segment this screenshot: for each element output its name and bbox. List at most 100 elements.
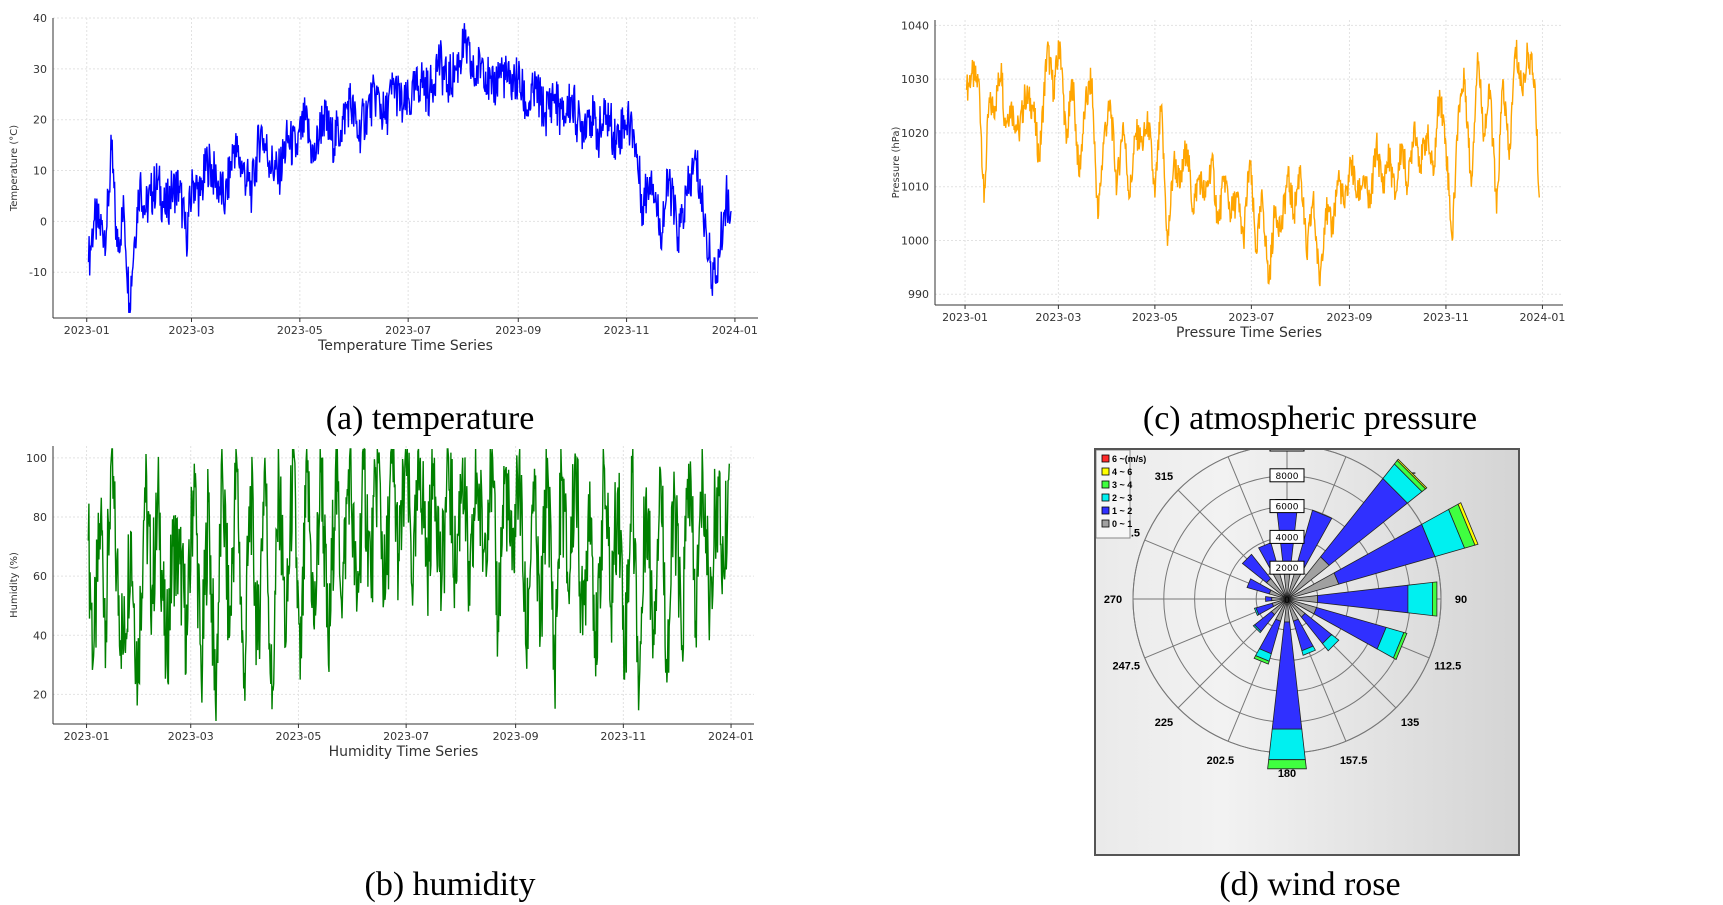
petal-segment: [1431, 581, 1438, 617]
x-tick-label: 2023-07: [385, 324, 431, 337]
direction-label: 90: [1455, 594, 1467, 606]
direction-label: 225: [1155, 717, 1173, 729]
humidity-panel: 20 40 60 80 100 2023-01 2023-03 2023-05 2023-07 2…: [0, 446, 840, 846]
petal-segment: [1396, 458, 1428, 490]
petal-segment: [1241, 553, 1272, 584]
x-tick-label: 2023-01: [64, 730, 110, 743]
radial-tick-box: [1269, 468, 1305, 483]
petal-segment: [1253, 607, 1260, 616]
legend-swatch: [1101, 467, 1110, 476]
radial-tick-box: [1269, 529, 1305, 544]
caption-wind-rose: (d) wind rose: [1219, 866, 1401, 903]
x-tick-label: 2023-03: [169, 324, 215, 337]
x-tick-label: 2023-07: [383, 730, 429, 743]
x-tick-label: 2024-01: [712, 324, 758, 337]
y-tick-label: 1000: [901, 234, 929, 247]
y-tick-label: 1020: [901, 127, 929, 140]
pressure-panel: 990 1000 1010 1020 1030 1040 2023-01 2023-03 202…: [880, 0, 1723, 380]
direction-label: 315: [1155, 471, 1173, 483]
petal-segment: [1268, 728, 1306, 761]
direction-label: 157.5: [1340, 755, 1368, 767]
y-tick-label: 1040: [901, 19, 929, 32]
y-tick-label: 10: [33, 165, 47, 178]
y-tick-label: 40: [33, 12, 47, 25]
caption-humidity: (b) humidity: [364, 866, 536, 903]
series-line: [965, 39, 1540, 287]
x-tick-label: 2023-11: [1423, 311, 1469, 324]
petal-segment: [1392, 632, 1408, 661]
legend-label: 3 ~ 4: [1112, 480, 1132, 490]
x-axis-label: Temperature Time Series: [317, 338, 493, 354]
x-tick-label: 2023-09: [495, 324, 541, 337]
x-tick-label: 2023-11: [600, 730, 646, 743]
y-axis-label: Humidity (%): [9, 552, 20, 618]
y-axis-label: Temperature (°C): [9, 125, 20, 212]
caption-temperature: (a) temperature: [325, 400, 535, 437]
temperature-chart: -10 0 10 20 30 40 2023-01 2023-03 2023-05 2023-07…: [9, 12, 758, 354]
y-tick-label: 990: [908, 288, 929, 301]
y-tick-label: 100: [26, 452, 47, 465]
y-tick-label: 20: [33, 114, 47, 127]
x-tick-label: 2023-11: [604, 324, 650, 337]
y-tick-label: -10: [29, 266, 47, 279]
caption-pressure: (c) atmospheric pressure: [1142, 400, 1478, 437]
y-tick-label: 0: [40, 215, 47, 228]
series-line: [87, 23, 732, 314]
petal-segment: [1267, 759, 1307, 770]
radial-center-label: 0: [1284, 596, 1290, 606]
x-tick-label: 2023-05: [277, 324, 323, 337]
y-tick-label: 20: [33, 688, 47, 701]
radial-tick-label: 8000: [1276, 472, 1299, 482]
x-axis-label: Humidity Time Series: [329, 744, 479, 760]
pressure-chart: 990 1000 1010 1020 1030 1040 2023-01 2023-03 202…: [891, 19, 1565, 341]
petal-segment: [1265, 596, 1273, 602]
x-tick-label: 2023-05: [1132, 311, 1178, 324]
direction-label: 180: [1278, 768, 1296, 780]
direction-label: 112.5: [1434, 661, 1461, 673]
petal-segment: [1317, 584, 1409, 614]
legend-swatch: [1101, 506, 1110, 515]
petal-segment: [1457, 502, 1479, 546]
x-tick-label: 2023-09: [493, 730, 539, 743]
radial-tick-box: [1269, 560, 1305, 575]
x-tick-label: 2023-03: [1035, 311, 1081, 324]
legend-label: 6 ~(m/s): [1112, 454, 1146, 464]
y-tick-label: 1030: [901, 73, 929, 86]
x-tick-label: 2023-05: [275, 730, 321, 743]
x-tick-label: 2024-01: [708, 730, 754, 743]
legend-label: 1 ~ 2: [1112, 506, 1132, 516]
x-tick-label: 2023-07: [1228, 311, 1274, 324]
x-tick-label: 2023-01: [64, 324, 110, 337]
legend-swatch: [1101, 454, 1110, 463]
x-tick-label: 2024-01: [1519, 311, 1565, 324]
radial-tick-box: [1269, 499, 1305, 514]
petal-segment: [1253, 655, 1270, 665]
petal-segment: [1407, 581, 1433, 617]
legend-swatch: [1101, 480, 1110, 489]
x-axis-label: Pressure Time Series: [1176, 325, 1322, 341]
y-tick-label: 80: [33, 511, 47, 524]
direction-label: 135: [1401, 717, 1419, 729]
x-tick-label: 2023-03: [168, 730, 214, 743]
radial-tick-label: 2000: [1276, 564, 1299, 574]
direction-label: 247.5: [1112, 661, 1140, 673]
petal-segment: [1271, 621, 1303, 730]
y-tick-label: 60: [33, 570, 47, 583]
radial-tick-label: 4000: [1276, 533, 1299, 543]
y-axis-label: Pressure (hPa): [891, 127, 902, 199]
legend-label: 0 ~ 1: [1112, 519, 1132, 529]
x-tick-label: 2023-09: [1326, 311, 1372, 324]
legend-label: 4 ~ 6: [1112, 467, 1132, 477]
radial-tick-label: 10000: [1273, 450, 1302, 451]
temperature-panel: -10 0 10 20 30 40 2023-01 2023-03 2023-05 2023-07…: [0, 0, 840, 360]
y-tick-label: 40: [33, 629, 47, 642]
legend-swatch: [1101, 493, 1110, 502]
series-line: [87, 447, 730, 722]
legend-swatch: [1101, 519, 1110, 528]
wind-rose-panel: 022.54567.590112.5135157.5180202.5225247…: [1094, 420, 1520, 856]
y-tick-label: 30: [33, 63, 47, 76]
direction-label: 270: [1104, 594, 1122, 606]
y-tick-label: 1010: [901, 181, 929, 194]
legend-label: 2 ~ 3: [1112, 493, 1132, 503]
wind-rose-legend: 6 ~(m/s) 4 ~ 6 3 ~ 4 2 ~ 3 1 ~ 2 0 ~ 1: [1095, 449, 1146, 539]
